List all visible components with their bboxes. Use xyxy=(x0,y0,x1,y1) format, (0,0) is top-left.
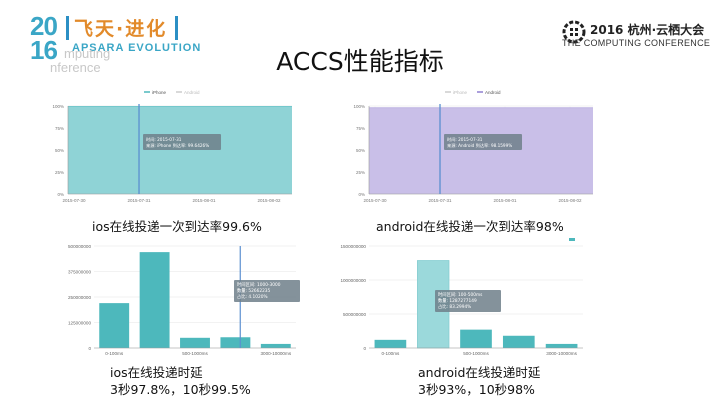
logo-subtitle-1: mputing xyxy=(64,46,111,61)
x-tick-label: 3000-10000ms xyxy=(260,351,291,356)
y-tick-label: 75% xyxy=(55,126,64,131)
x-tick-label: 2015-07-31 xyxy=(127,198,151,203)
tooltip-text: 占比: 4.1020% xyxy=(237,293,268,300)
y-tick-label: 0 xyxy=(363,346,366,351)
y-tick-label: 500000000 xyxy=(343,312,366,317)
bar xyxy=(99,303,130,348)
x-tick-label: 2015-07-31 xyxy=(428,198,452,203)
y-tick-label: 50% xyxy=(55,148,64,153)
logo-year-bottom: 16 xyxy=(30,35,58,65)
y-tick-label: 250000000 xyxy=(68,295,91,300)
tooltip-box xyxy=(234,280,300,302)
x-tick-label: 2015-08-01 xyxy=(193,198,217,203)
x-tick-label: 500-1000ms xyxy=(182,351,208,356)
android-latency-chart: 0 500000000 1000000000 1500000000 0-100ms 500… xyxy=(325,238,590,362)
x-tick-label: 0-100ms xyxy=(381,351,400,356)
y-tick-label: 125000000 xyxy=(68,321,91,326)
y-tick-label: 1000000000 xyxy=(340,278,366,283)
legend-label: iPhone xyxy=(453,90,468,95)
logo-chinese: 飞天·进化 xyxy=(74,18,168,40)
bar xyxy=(220,337,251,348)
x-tick-label: 0-100ms xyxy=(105,351,124,356)
logo-year: 20 16 xyxy=(30,11,58,65)
tooltip-text: 时间区间: 100-500ms xyxy=(438,291,483,298)
bar xyxy=(545,343,578,348)
page-title: ACCS性能指标 xyxy=(276,47,444,76)
y-tick-label: 50% xyxy=(356,148,365,153)
android-rate-chart: 0% 25% 50% 75% 100% 2015-07-30 2015-07-31 2015-… xyxy=(337,86,599,208)
bar xyxy=(139,252,170,348)
android-latency-caption: android在线投递时延 3秒93%，10秒98% xyxy=(418,364,540,398)
tooltip-box xyxy=(444,134,523,150)
y-tick-label: 0% xyxy=(57,192,64,197)
legend-label: Android xyxy=(184,90,200,95)
y-tick-label: 25% xyxy=(55,170,64,175)
conference-title: 2016 杭州·云栖大会 xyxy=(590,23,705,37)
android-latency-caption-line2: 3秒93%，10秒98% xyxy=(418,382,535,397)
android-latency-caption-line1: android在线投递时延 xyxy=(418,365,541,380)
y-tick-label: 500000000 xyxy=(68,244,91,249)
y-tick-label: 75% xyxy=(356,126,365,131)
legend-label: Android xyxy=(485,90,501,95)
conference-logo-icon xyxy=(562,20,586,44)
ios-rate-caption: ios在线投递一次到达率99.6% xyxy=(92,219,262,234)
bar xyxy=(374,339,407,348)
ios-latency-caption-line1: ios在线投递时延 xyxy=(110,365,203,380)
ios-rate-chart: 0% 25% 50% 75% 100% 2015-07-30 2015-07-31 2015-… xyxy=(36,86,298,208)
logo-english: APSARA EVOLUTION xyxy=(72,42,202,54)
bar xyxy=(180,337,210,348)
x-tick-label: 2015-07-30 xyxy=(363,198,387,203)
tooltip-text: 数量: 1287277149 xyxy=(438,297,477,304)
logo-bracket xyxy=(66,16,178,40)
series-area xyxy=(68,106,292,194)
ios-latency-caption-line2: 3秒97.8%，10秒99.5% xyxy=(110,382,251,397)
x-tick-label: 2015-08-02 xyxy=(559,198,583,203)
tooltip-box xyxy=(143,134,222,150)
logo-subtitle-2: nference xyxy=(50,60,101,75)
x-tick-label: 2015-07-30 xyxy=(62,198,86,203)
tooltip-text: 时间: 2015-07-31 xyxy=(146,136,182,143)
series-area xyxy=(369,107,593,194)
y-tick-label: 0% xyxy=(358,192,365,197)
x-tick-label: 500-1000ms xyxy=(463,351,489,356)
x-tick-label: 2015-08-01 xyxy=(494,198,518,203)
y-tick-label: 0 xyxy=(88,346,91,351)
android-rate-caption: android在线投递一次到达率98% xyxy=(376,219,564,234)
ios-latency-caption: ios在线投递时延 3秒97.8%，10秒99.5% xyxy=(110,364,251,398)
y-tick-label: 375000000 xyxy=(68,270,91,275)
bar xyxy=(460,329,492,348)
bar xyxy=(260,343,291,348)
tooltip-text: 时间区间: 1000-3000 xyxy=(237,281,281,288)
bar xyxy=(502,335,535,348)
tooltip-text: 数量: 52662235 xyxy=(237,287,271,294)
x-tick-label: 3000-10000ms xyxy=(546,351,577,356)
conference-subtitle: THE COMPUTING CONFERENCE xyxy=(562,38,711,48)
ios-latency-chart: 0 125000000 250000000 375000000 500000000 0-1… xyxy=(50,238,300,362)
x-tick-label: 2015-08-02 xyxy=(258,198,282,203)
y-tick-label: 100% xyxy=(52,104,64,109)
tooltip-box xyxy=(435,290,501,312)
legend-label: iPhone xyxy=(152,90,167,95)
logo-year-top: 20 xyxy=(30,11,58,41)
tooltip-text: 占比: 83.2994% xyxy=(438,303,471,310)
y-tick-label: 100% xyxy=(353,104,365,109)
y-tick-label: 1500000000 xyxy=(340,244,366,249)
legend-swatch xyxy=(569,238,575,241)
tooltip-text: 时间: 2015-07-31 xyxy=(447,136,483,143)
y-tick-label: 25% xyxy=(356,170,365,175)
tooltip-text: 来源: iPhone 到达率: 99.6426% xyxy=(146,142,209,149)
tooltip-text: 来源: Android 到达率: 98.1599% xyxy=(447,142,512,149)
